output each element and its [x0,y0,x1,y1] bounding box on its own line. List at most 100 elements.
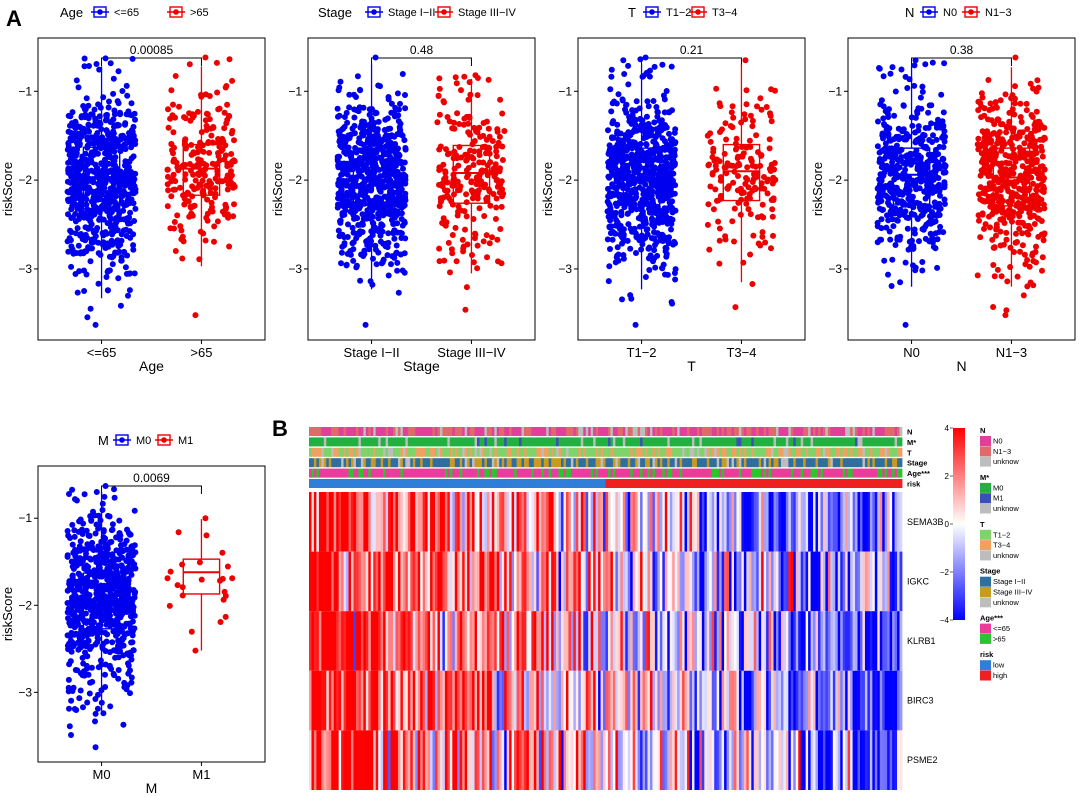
data-point [1017,100,1024,107]
annotation-cell [365,427,369,436]
data-point [1039,153,1046,160]
data-point [380,240,387,247]
data-point [402,173,409,180]
data-point [496,133,503,140]
annotation-cell [313,427,317,436]
annotation-cell [620,427,624,436]
data-point [760,214,767,221]
data-point [740,259,747,266]
data-point [709,154,716,161]
data-point [354,232,361,239]
annotation-cell [746,427,750,436]
data-point [372,246,379,253]
data-point [672,126,679,133]
data-point [442,169,449,176]
annotation-cell [706,427,710,436]
data-point [129,543,136,550]
data-point [719,126,725,133]
data-point [717,103,724,110]
data-point [1027,279,1034,286]
data-point [730,114,737,121]
data-point [885,271,891,278]
data-point [214,218,221,225]
data-point [1040,237,1047,244]
legend-key-1 [689,6,707,18]
data-point [1017,114,1024,120]
data-point [378,260,385,267]
data-point [229,77,236,84]
data-point [230,213,237,220]
annotation-cell [479,427,483,436]
data-point [914,216,921,222]
data-point [69,521,76,528]
data-point [95,622,102,629]
data-point [82,554,89,561]
data-point [453,258,460,265]
annotation-cell [738,427,742,436]
data-point [710,145,717,152]
annotation-cell [731,427,735,436]
annotation-cell [869,427,873,436]
data-point [68,648,75,655]
data-point [883,162,890,169]
annotation-cell [588,427,592,436]
annotation-cell [410,427,414,436]
data-point [73,497,80,504]
data-point [753,132,760,139]
data-point [207,185,214,192]
data-point [975,98,982,105]
annotation-cell [528,427,532,436]
data-point [393,162,399,169]
data-point [621,71,628,77]
data-point [1039,186,1046,193]
data-point [366,186,373,193]
data-point [754,103,760,110]
data-point [665,193,672,200]
data-point [1031,221,1038,227]
data-point [87,305,94,312]
legend-key-1 [435,6,453,18]
data-point [928,216,935,223]
data-point [110,116,117,123]
data-point [381,163,388,170]
data-point [982,198,989,205]
data-point [368,115,375,122]
data-point [926,102,933,109]
data-point [400,165,406,172]
legend-label: >65 [190,7,209,19]
data-point [65,189,72,196]
data-point [889,216,896,223]
data-point [96,523,103,529]
data-point [351,114,358,121]
data-point [908,114,915,121]
data-point [616,138,623,145]
data-point [759,201,766,208]
data-point [1029,252,1036,259]
data-point [985,77,992,83]
data-point [110,139,117,146]
data-point [357,185,364,192]
data-point [115,602,122,609]
data-point [1041,166,1048,173]
legend-title: Stage [318,5,352,20]
data-point [437,195,444,202]
data-point [752,163,759,170]
data-point [1012,83,1018,90]
annotation-cell [832,427,836,436]
data-point [612,171,619,178]
annotation-cell [689,427,693,436]
annotation-cell [642,427,646,436]
annotation-cell [775,427,779,436]
data-point [633,157,639,164]
data-point [76,191,83,198]
data-point [188,210,195,217]
data-point [738,196,745,203]
annotation-cell [605,427,609,436]
data-point [368,198,374,205]
data-point [882,192,889,199]
data-point [638,246,645,253]
data-point [83,178,90,185]
data-point [390,144,397,151]
annotation-cell [627,427,631,436]
data-point [347,251,354,258]
